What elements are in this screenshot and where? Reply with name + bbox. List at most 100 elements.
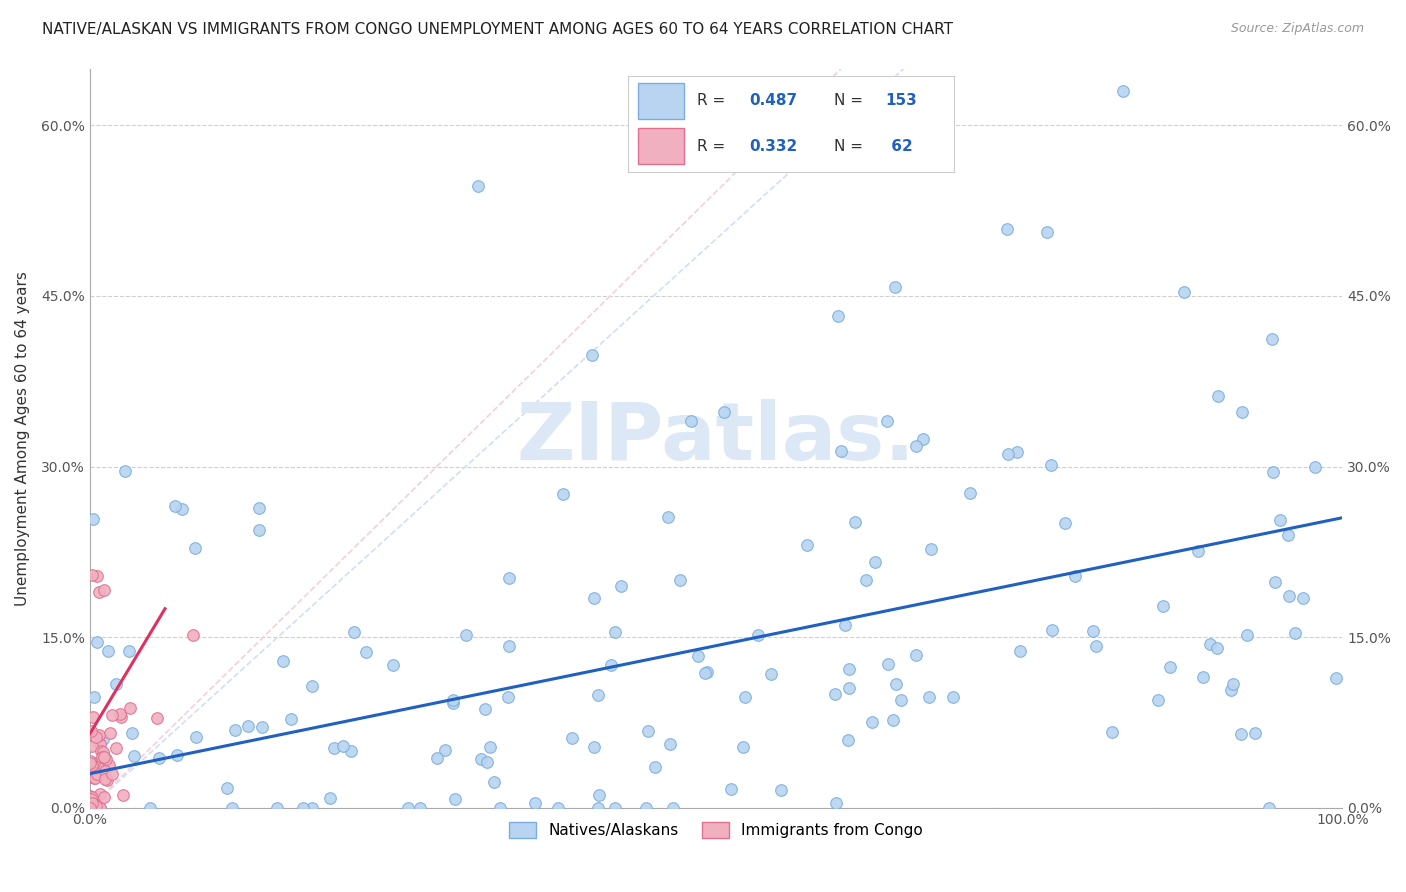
Point (101, 708, 124, 723)
Point (693, 665, 716, 680)
Point (79, 801, 101, 815)
Point (1292, 591, 1315, 606)
Point (301, 801, 323, 815)
Point (470, 752, 492, 766)
Point (467, 179, 489, 194)
Point (1324, 671, 1347, 685)
Point (904, 648, 927, 663)
Point (588, 788, 610, 802)
Point (250, 720, 273, 734)
Point (1278, 589, 1301, 603)
Point (271, 654, 294, 668)
Point (93, 764, 115, 778)
Point (79, 801, 101, 815)
Point (1173, 285, 1195, 299)
Point (498, 571, 520, 585)
Point (603, 801, 626, 815)
Point (82, 512, 104, 526)
Point (1008, 644, 1031, 658)
Point (93, 582, 115, 597)
Point (669, 573, 692, 587)
Point (586, 801, 609, 815)
Point (112, 788, 135, 802)
Point (79, 801, 101, 815)
Point (96, 773, 118, 788)
Point (1064, 569, 1087, 583)
Point (1229, 727, 1251, 741)
Point (959, 486, 981, 500)
Point (247, 523, 270, 537)
Point (441, 696, 464, 710)
Point (86, 569, 108, 583)
Point (110, 709, 132, 723)
Point (844, 516, 866, 530)
Point (855, 574, 877, 588)
Point (79, 801, 101, 815)
Point (658, 737, 681, 751)
Point (291, 801, 314, 815)
Point (104, 740, 127, 755)
Point (90, 744, 112, 758)
Point (148, 750, 170, 764)
Point (1040, 623, 1063, 637)
Point (863, 555, 886, 569)
Point (637, 724, 659, 739)
Point (118, 643, 141, 657)
Point (215, 781, 238, 796)
Point (79, 754, 101, 768)
Point (824, 687, 846, 701)
Point (731, 739, 754, 754)
Point (1222, 677, 1244, 691)
Point (610, 579, 633, 593)
Point (1206, 640, 1229, 655)
Point (918, 690, 941, 704)
Point (876, 414, 898, 428)
Point (434, 743, 457, 757)
Point (89, 759, 111, 773)
Point (1199, 637, 1222, 651)
Point (79, 798, 101, 813)
Point (1230, 405, 1253, 419)
Point (249, 501, 271, 516)
Point (224, 723, 246, 737)
Point (1101, 725, 1123, 739)
Point (166, 748, 188, 763)
Y-axis label: Unemployment Among Ages 60 to 64 years: Unemployment Among Ages 60 to 64 years (15, 270, 30, 606)
Point (86, 766, 108, 780)
Point (1258, 801, 1281, 815)
Point (825, 796, 848, 810)
Point (454, 628, 477, 642)
Point (163, 499, 186, 513)
Point (184, 731, 207, 745)
Point (97, 757, 120, 772)
Text: Source: ZipAtlas.com: Source: ZipAtlas.com (1230, 22, 1364, 36)
Point (997, 447, 1019, 461)
Point (489, 801, 512, 815)
Point (734, 690, 756, 704)
Point (1264, 575, 1286, 590)
Point (79, 801, 101, 815)
Point (184, 541, 207, 555)
Point (86, 635, 108, 649)
Point (1236, 628, 1258, 642)
Point (547, 801, 569, 815)
Point (588, 688, 610, 702)
Point (83, 690, 105, 704)
Point (79, 801, 101, 815)
Point (79, 801, 101, 815)
Point (662, 801, 685, 815)
Point (83, 771, 105, 785)
Point (84, 771, 107, 785)
Point (720, 782, 742, 797)
Point (322, 741, 344, 756)
Point (340, 744, 363, 758)
Point (91, 745, 114, 759)
Point (1040, 458, 1063, 472)
Point (884, 677, 907, 691)
Point (877, 657, 900, 671)
Point (827, 310, 849, 324)
Point (82, 567, 104, 582)
Point (79, 801, 101, 815)
Point (770, 783, 793, 797)
Point (581, 348, 603, 362)
